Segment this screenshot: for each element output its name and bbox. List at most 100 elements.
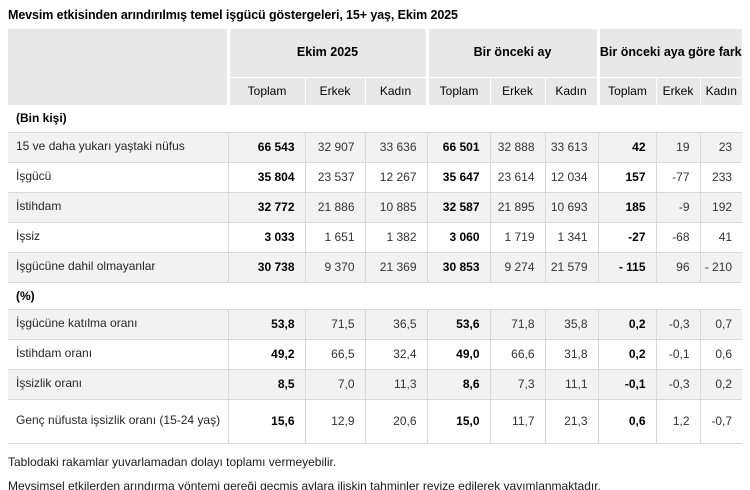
row-label: İşsiz: [8, 221, 228, 252]
footnote-revision: Mevsimsel etkilerden arındırma yöntemi g…: [8, 478, 601, 490]
subheader-erkek-2: Erkek: [489, 76, 545, 105]
subheader-kadin-1: Kadın: [364, 76, 427, 105]
cell-value: 23 537: [304, 161, 365, 192]
cell-value: 19: [655, 131, 701, 162]
subheader-erkek-3: Erkek: [655, 76, 701, 105]
cell-value: 66,5: [304, 338, 365, 369]
cell-value: 23: [699, 131, 743, 162]
cell-value: 12 034: [544, 161, 599, 192]
cell-value: 36,5: [364, 308, 427, 339]
cell-value: 33 636: [364, 131, 427, 162]
cell-value: 1 651: [304, 221, 365, 252]
cell-value: 11,7: [489, 398, 545, 444]
cell-value: 0,6: [699, 338, 743, 369]
column-group-onceki-ay: Bir önceki ay: [425, 29, 599, 77]
cell-value: 53,6: [426, 308, 490, 339]
cell-value: 11,1: [544, 368, 599, 399]
cell-value: -9: [655, 191, 701, 222]
table-header: Ekim 2025 Bir önceki ay Bir önceki aya g…: [8, 29, 743, 105]
cell-value: 8,6: [426, 368, 490, 399]
corner-cell: [8, 29, 230, 105]
cell-value: 96: [655, 251, 701, 282]
cell-value: 157: [597, 161, 657, 192]
cell-value: -0,3: [655, 368, 701, 399]
table-row-dahil-olmayanlar: İşgücüne dahil olmayanlar 30 738 9 370 2…: [8, 251, 743, 282]
cell-value: 0,2: [597, 308, 657, 339]
cell-value: -0,1: [597, 368, 657, 399]
cell-value: 3 033: [227, 221, 305, 252]
table-row-katilma-orani: İşgücüne katılma oranı 53,8 71,5 36,5 53…: [8, 308, 743, 339]
cell-value: 3 060: [426, 221, 490, 252]
cell-value: -27: [597, 221, 657, 252]
cell-value: 192: [699, 191, 743, 222]
cell-value: 32 772: [227, 191, 305, 222]
cell-value: 7,3: [489, 368, 545, 399]
cell-value: 33 613: [544, 131, 599, 162]
footnotes: Tablodaki rakamlar yuvarlamadan dolayı t…: [8, 455, 742, 490]
cell-value: 30 853: [426, 251, 490, 282]
cell-value: 7,0: [304, 368, 365, 399]
row-label: 15 ve daha yukarı yaştaki nüfus: [8, 131, 228, 162]
cell-value: -0,3: [655, 308, 701, 339]
cell-value: 20,6: [364, 398, 427, 444]
row-label: İşgücü: [8, 161, 228, 192]
cell-value: 10 693: [544, 191, 599, 222]
subheader-kadin-2: Kadın: [544, 76, 599, 105]
cell-value: 41: [699, 221, 743, 252]
cell-value: 53,8: [227, 308, 305, 339]
cell-value: 32,4: [364, 338, 427, 369]
cell-value: 32 888: [489, 131, 545, 162]
cell-value: 35 647: [426, 161, 490, 192]
column-group-ekim-2025: Ekim 2025: [228, 29, 427, 77]
cell-value: 21,3: [544, 398, 599, 444]
cell-value: 42: [597, 131, 657, 162]
cell-value: 8,5: [227, 368, 305, 399]
cell-value: 21 886: [304, 191, 365, 222]
table-row-nufus: 15 ve daha yukarı yaştaki nüfus 66 543 3…: [8, 131, 743, 162]
section-header-percent: (%): [8, 281, 743, 309]
cell-value: 0,2: [699, 368, 743, 399]
cell-value: 21 369: [364, 251, 427, 282]
subheader-toplam-3: Toplam: [596, 76, 657, 105]
cell-value: 21 579: [544, 251, 599, 282]
section-header-bin-kisi: (Bin kişi): [8, 105, 743, 132]
cell-value: 15,0: [426, 398, 490, 444]
cell-value: 233: [699, 161, 743, 192]
indicators-table: Ekim 2025 Bir önceki ay Bir önceki aya g…: [8, 29, 743, 444]
cell-value: - 210: [699, 251, 743, 282]
cell-value: 12 267: [364, 161, 427, 192]
cell-value: 49,2: [227, 338, 305, 369]
cell-value: 71,8: [489, 308, 545, 339]
cell-value: 32 907: [304, 131, 365, 162]
cell-value: 30 738: [227, 251, 305, 282]
subheader-erkek-1: Erkek: [304, 76, 365, 105]
cell-value: -0,7: [699, 398, 743, 444]
cell-value: 11,3: [364, 368, 427, 399]
cell-value: 12,9: [304, 398, 365, 444]
cell-value: - 115: [597, 251, 657, 282]
cell-value: 35,8: [544, 308, 599, 339]
table-row-istihdam: İstihdam 32 772 21 886 10 885 32 587 21 …: [8, 191, 743, 222]
cell-value: 31,8: [544, 338, 599, 369]
table-row-genc-issizlik: Genç nüfusta işsizlik oranı (15-24 yaş) …: [8, 398, 743, 444]
cell-value: 0,7: [699, 308, 743, 339]
table-row-istihdam-orani: İstihdam oranı 49,2 66,5 32,4 49,0 66,6 …: [8, 338, 743, 369]
subheader-toplam-2: Toplam: [425, 76, 490, 105]
row-label: Genç nüfusta işsizlik oranı (15-24 yaş): [8, 398, 228, 444]
cell-value: 32 587: [426, 191, 490, 222]
cell-value: 185: [597, 191, 657, 222]
cell-value: 1 341: [544, 221, 599, 252]
cell-value: 0,6: [597, 398, 657, 444]
cell-value: 35 804: [227, 161, 305, 192]
cell-value: 1 719: [489, 221, 545, 252]
cell-value: 21 895: [489, 191, 545, 222]
cell-value: 1 382: [364, 221, 427, 252]
cell-value: -77: [655, 161, 701, 192]
cell-value: 9 370: [304, 251, 365, 282]
table-row-issiz: İşsiz 3 033 1 651 1 382 3 060 1 719 1 34…: [8, 221, 743, 252]
cell-value: 9 274: [489, 251, 545, 282]
cell-value: -0,1: [655, 338, 701, 369]
cell-value: 0,2: [597, 338, 657, 369]
column-group-fark: Bir önceki aya göre fark: [596, 29, 743, 77]
